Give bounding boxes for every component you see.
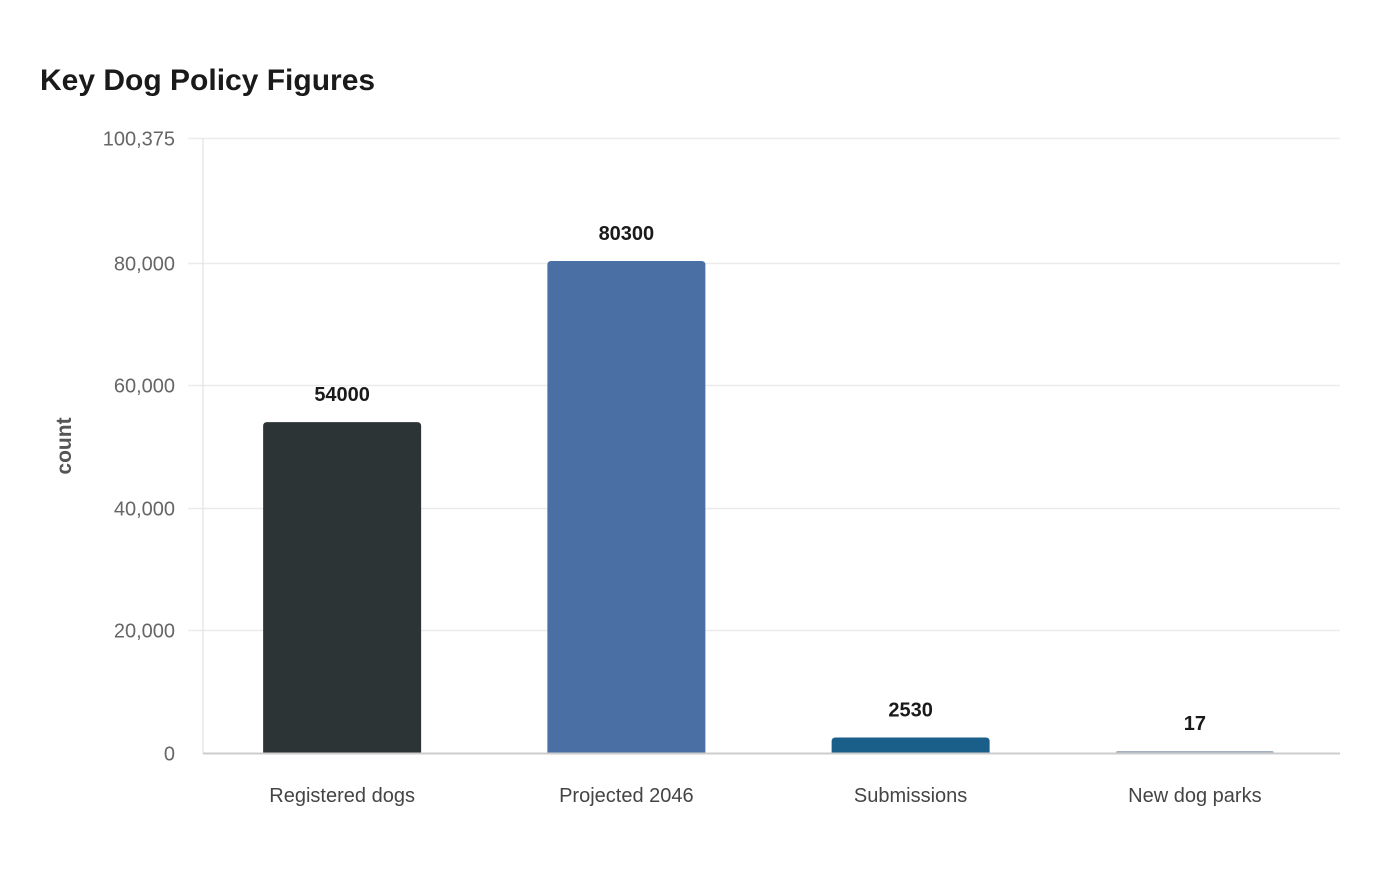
data-label: 17: [1184, 713, 1206, 735]
data-label: 54000: [314, 384, 370, 406]
data-label: 2530: [888, 699, 933, 721]
x-tick-label: Submissions: [854, 785, 967, 807]
data-label: 80300: [599, 223, 655, 245]
y-tick-label: 20,000: [114, 621, 175, 643]
y-axis-ticks: 0 20,000 40,000 60,000 80,000 100,375: [103, 129, 175, 766]
chart-title: Key Dog Policy Figures: [40, 64, 375, 97]
y-tick-label: 40,000: [114, 499, 175, 521]
y-tick-label: 80,000: [114, 254, 175, 276]
bar: [831, 737, 990, 753]
bar: [547, 261, 706, 753]
bar: [263, 422, 422, 753]
x-axis-labels: Registered dogs Projected 2046 Submissions…: [269, 785, 1261, 807]
x-tick-label: Projected 2046: [559, 785, 694, 807]
x-tick-label: Registered dogs: [269, 785, 415, 807]
bars: 54000 80300 2530 17: [263, 223, 1274, 753]
y-tick-label: 0: [164, 744, 175, 766]
y-tick-label: 60,000: [114, 376, 175, 398]
y-tick-label: 100,375: [103, 129, 175, 151]
y-axis-label: count: [53, 417, 76, 474]
x-tick-label: New dog parks: [1128, 785, 1261, 807]
